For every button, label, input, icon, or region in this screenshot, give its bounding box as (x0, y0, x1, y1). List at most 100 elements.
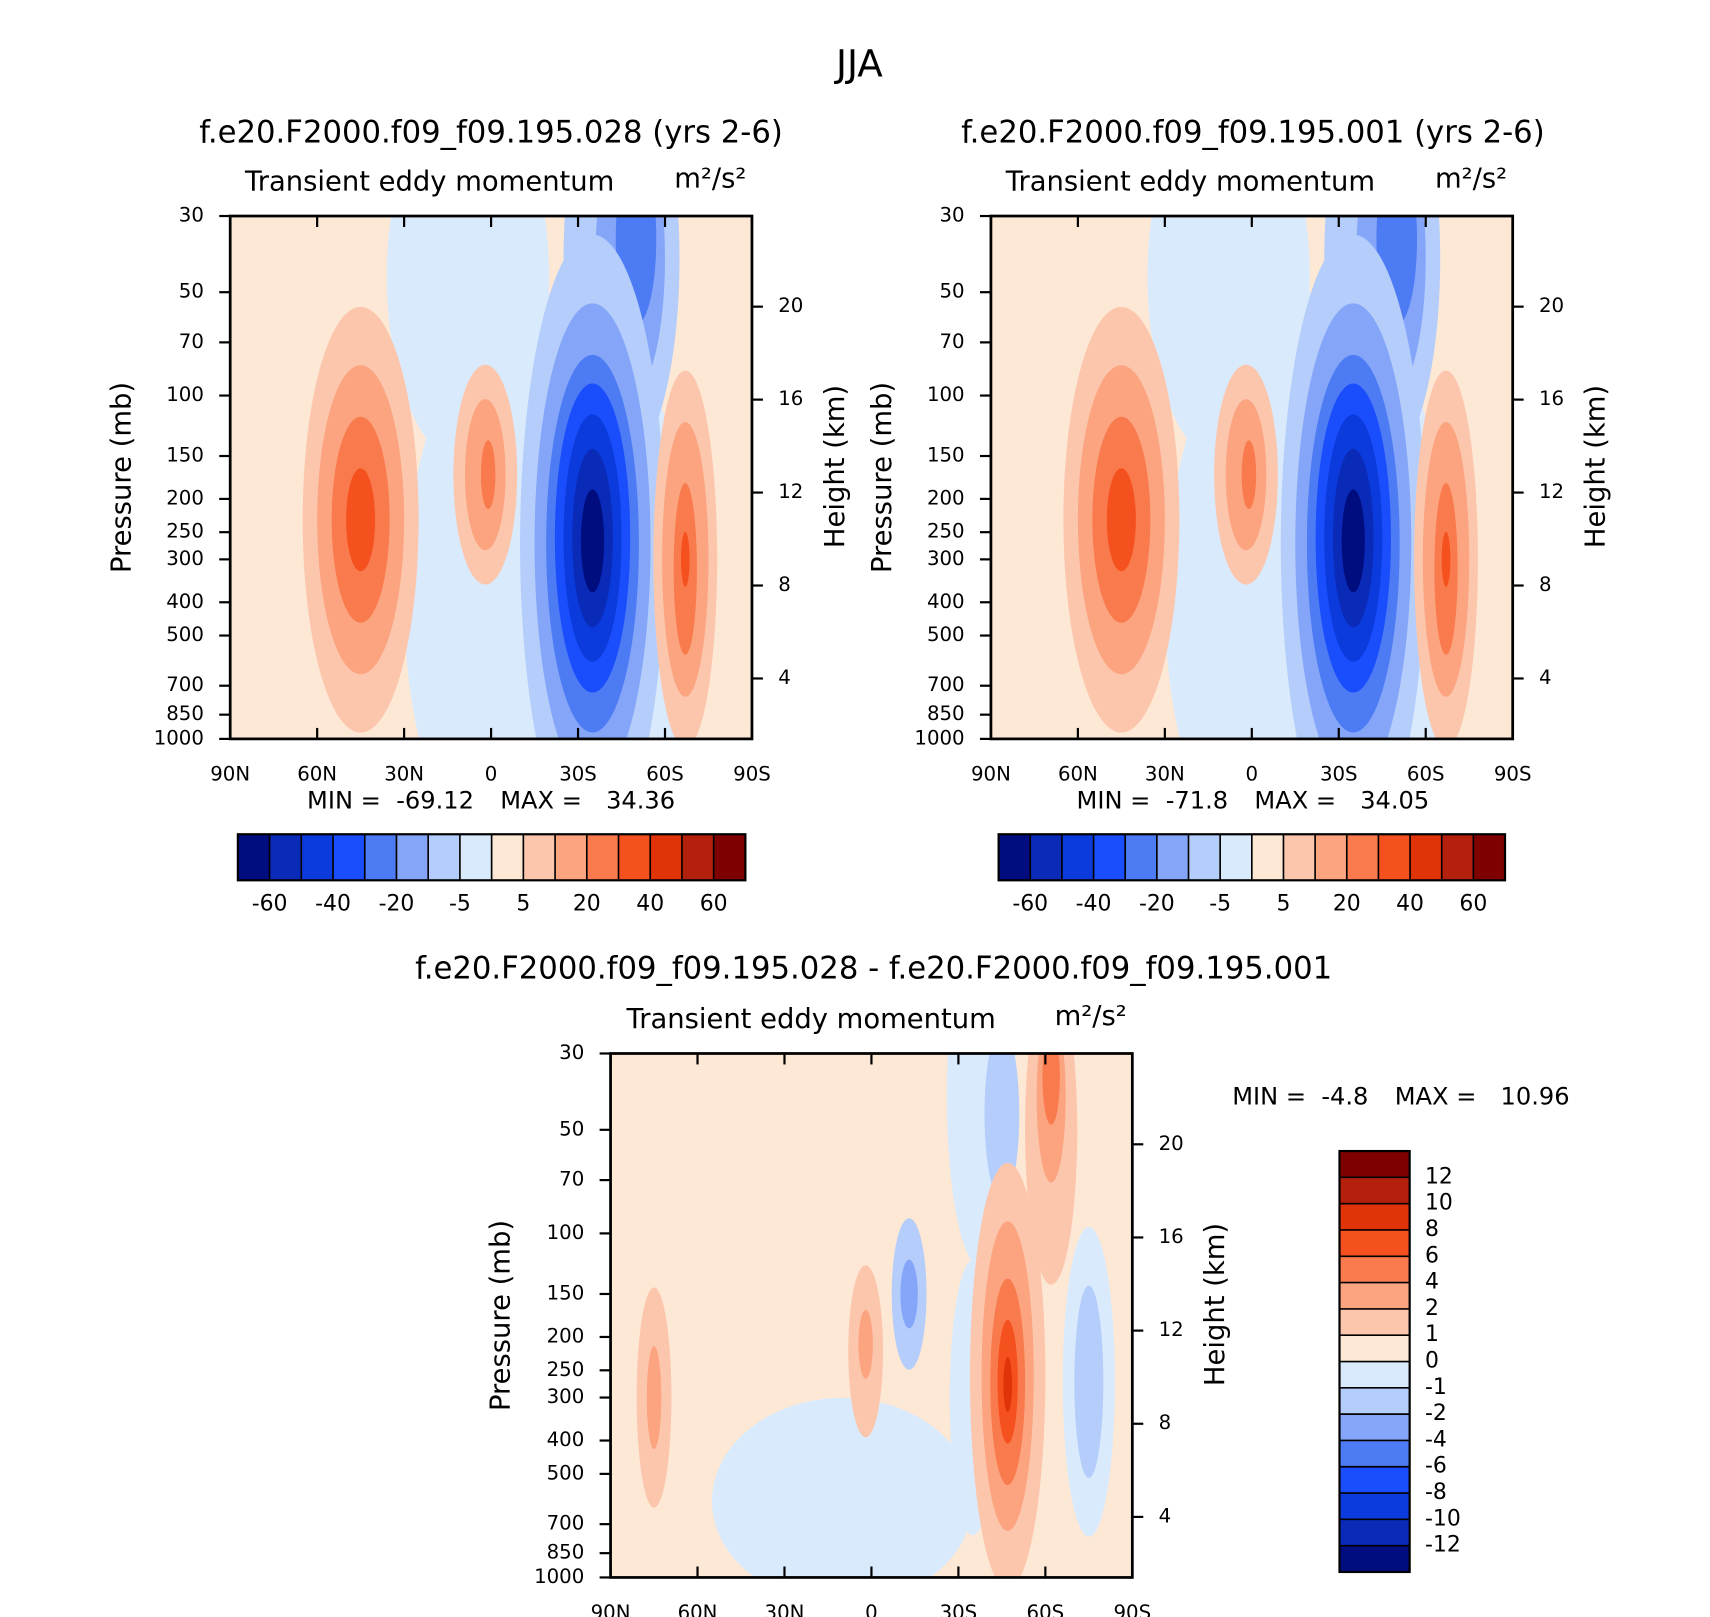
y2-tick-label: 16 (1159, 1225, 1184, 1248)
contour-fill (1074, 1285, 1104, 1479)
colorbar-box (1339, 1151, 1410, 1178)
y-tick-label: 250 (547, 1358, 585, 1381)
contour-fill (858, 1309, 873, 1379)
colorbar-box (1339, 1282, 1410, 1309)
colorbar-label: -40 (1076, 891, 1112, 916)
colorbar-box (1339, 1519, 1410, 1546)
y-tick-label: 250 (166, 520, 204, 543)
y-tick-label: 700 (547, 1512, 585, 1535)
colorbar-label: -60 (252, 891, 288, 916)
colorbar-box (713, 834, 746, 881)
y-tick-label: 50 (179, 280, 204, 303)
contour-fill (900, 1259, 918, 1329)
colorbar-label: 20 (573, 891, 601, 916)
contour-fill (346, 468, 376, 572)
y-tick-label: 700 (166, 673, 204, 696)
colorbar-box (396, 834, 429, 881)
x-tick-label: 90S (733, 763, 771, 786)
y-tick-label: 500 (927, 623, 965, 646)
colorbar-box (301, 834, 334, 881)
colorbar-label: -20 (1139, 891, 1175, 916)
colorbar-box (1093, 834, 1126, 881)
colorbar-box (555, 834, 587, 881)
panel-units: m²/s² (1435, 163, 1507, 194)
colorbar-box (364, 834, 397, 881)
colorbar-box (1339, 1387, 1410, 1415)
y-tick-label: 400 (547, 1428, 585, 1451)
y-tick-label: 50 (940, 280, 965, 303)
min-label: MIN = (1232, 1082, 1306, 1110)
y2-axis-label: Height (km) (1581, 385, 1612, 548)
panel-subtitle: Transient eddy momentum (1005, 167, 1375, 198)
y-tick-label: 400 (927, 590, 965, 613)
colorbar-box (459, 834, 492, 881)
x-tick-label: 30N (1145, 763, 1185, 786)
colorbar-label: 1 (1425, 1322, 1439, 1347)
y-tick-label: 300 (927, 547, 965, 570)
colorbar-box (237, 834, 270, 881)
y-tick-label: 250 (927, 520, 965, 543)
colorbar-box (1339, 1229, 1410, 1257)
panel-subtitle: Transient eddy momentum (244, 167, 614, 198)
y-tick-label: 300 (166, 547, 204, 570)
colorbar-box (1339, 1335, 1410, 1362)
colorbar-box (1473, 834, 1506, 881)
panel-title: f.e20.F2000.f09_f09.195.001 (yrs 2-6) (961, 115, 1545, 150)
contour-fill (1106, 468, 1136, 572)
y-tick-label: 70 (179, 330, 204, 353)
figure-title: JJA (834, 41, 883, 85)
colorbar-box (1339, 1256, 1410, 1283)
min-value: -69.12 (396, 786, 474, 814)
colorbar-box (586, 834, 619, 881)
colorbar-label: -1 (1425, 1375, 1447, 1400)
colorbar-label: 60 (1459, 891, 1487, 916)
max-label: MAX = (1395, 1082, 1477, 1110)
y-tick-label: 150 (166, 444, 204, 467)
colorbar-label: 20 (1333, 891, 1361, 916)
max-label: MAX = (500, 786, 582, 814)
y-tick-label: 1000 (914, 726, 964, 749)
colorbar-box (523, 834, 556, 881)
contour-fill (984, 1053, 1020, 1201)
colorbar-label: 40 (636, 891, 664, 916)
x-tick-label: 90S (1114, 1601, 1152, 1617)
contour-field (990, 216, 1513, 739)
y-tick-label: 1000 (154, 726, 204, 749)
colorbar-label: -20 (379, 891, 415, 916)
x-tick-label: 30N (765, 1601, 805, 1617)
y-tick-label: 70 (559, 1168, 584, 1191)
colorbar-box (1030, 834, 1062, 881)
colorbar-label: -6 (1425, 1454, 1447, 1479)
y2-axis-label: Height (km) (820, 385, 851, 548)
colorbar-box (1339, 1361, 1410, 1388)
colorbar-label: -8 (1425, 1480, 1447, 1505)
colorbar-box (1339, 1203, 1410, 1230)
contour-field (610, 1053, 1133, 1578)
colorbar-box (618, 834, 651, 881)
x-tick-label: 90N (971, 763, 1011, 786)
y-tick-label: 850 (927, 702, 965, 725)
y2-tick-label: 12 (1159, 1318, 1184, 1341)
contour-fill (580, 489, 605, 593)
y2-tick-label: 12 (1539, 480, 1564, 503)
colorbar-label: -5 (449, 891, 471, 916)
colorbar-box (1061, 834, 1094, 881)
contour-fill (1341, 489, 1365, 593)
panel-subtitle: Transient eddy momentum (625, 1004, 995, 1035)
y-tick-label: 200 (927, 486, 965, 509)
colorbar-label: -2 (1425, 1401, 1447, 1426)
colorbar-label: 4 (1425, 1270, 1439, 1295)
colorbar-box (681, 834, 714, 881)
panel-units: m²/s² (1055, 1001, 1127, 1032)
y2-tick-label: 16 (778, 387, 803, 410)
colorbar-box (1339, 1466, 1410, 1494)
min-value: -4.8 (1321, 1082, 1368, 1110)
colorbar-box (650, 834, 682, 881)
x-tick-label: 60N (1058, 763, 1098, 786)
y-tick-label: 300 (547, 1385, 585, 1408)
y2-tick-label: 4 (778, 666, 791, 689)
min-max: MIN = -4.8 MAX = 10.96 (1232, 1082, 1569, 1110)
colorbar-label: -12 (1425, 1533, 1461, 1558)
colorbar-label: 12 (1425, 1164, 1453, 1189)
